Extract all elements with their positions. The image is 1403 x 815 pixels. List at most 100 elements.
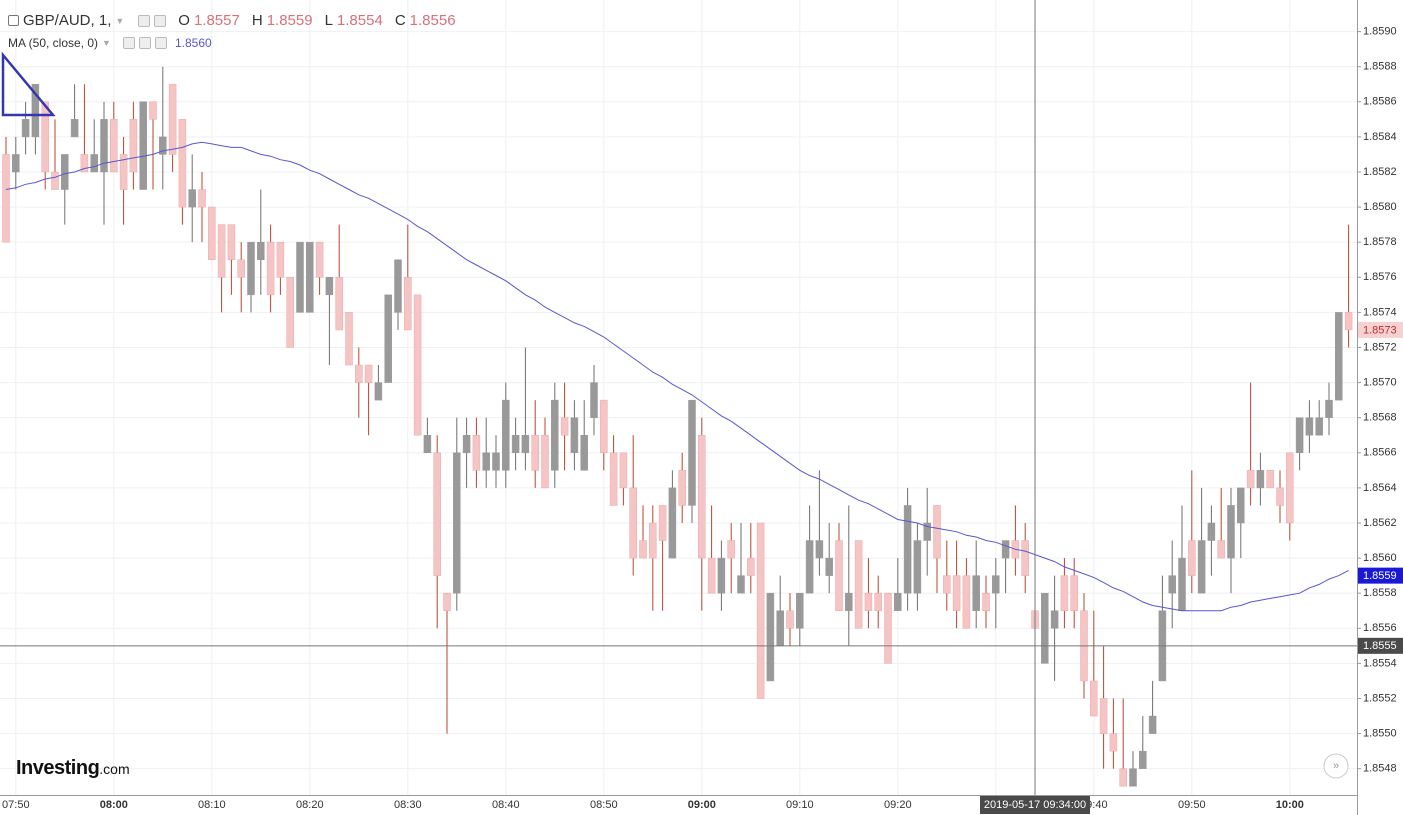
candle-body — [110, 119, 118, 173]
y-tick-label: 1.8558 — [1363, 587, 1397, 599]
x-tick-label: 08:20 — [296, 799, 324, 811]
candle-body — [511, 434, 520, 454]
last-price-tag: 1.8573 — [1363, 324, 1397, 336]
symbol-title: GBP/AUD, 1, — [23, 12, 112, 29]
candle-body — [364, 364, 373, 383]
candle-body — [100, 119, 108, 173]
y-tick-label: 1.8570 — [1363, 376, 1397, 388]
ohlc-label: H — [251, 12, 263, 29]
candle-body — [394, 259, 402, 313]
x-tick-label: 07:50 — [2, 799, 30, 811]
candle-body — [492, 452, 500, 471]
watermark-brand: Investing — [16, 757, 100, 779]
candle-body — [1344, 312, 1353, 331]
settings-icon[interactable] — [138, 37, 151, 49]
candle-body — [1050, 610, 1059, 629]
candle-body — [845, 592, 853, 611]
settings-icon[interactable] — [122, 37, 135, 49]
candle-body — [619, 452, 628, 489]
candle-body — [80, 154, 89, 173]
candle-body — [698, 434, 706, 559]
candle-body — [1070, 575, 1078, 611]
menu-caret[interactable]: ▼ — [115, 15, 125, 26]
candle-body — [756, 522, 765, 699]
candle-body — [433, 452, 441, 576]
candle-body — [580, 434, 588, 471]
watermark-suffix: .com — [99, 761, 130, 777]
ohlc-label: L — [324, 12, 333, 29]
candle-body — [1227, 505, 1235, 559]
candle-body — [325, 277, 334, 296]
y-tick-label: 1.8590 — [1363, 25, 1397, 37]
candle-body — [570, 417, 579, 454]
candle-body — [531, 434, 539, 471]
candle-body — [600, 399, 608, 454]
candle-body — [1178, 557, 1186, 611]
candle-body — [159, 136, 167, 155]
y-tick-label: 1.8580 — [1363, 201, 1397, 213]
candle-body — [168, 83, 177, 155]
candle-body — [21, 119, 30, 138]
candle-body — [815, 540, 824, 559]
candle-body — [266, 241, 275, 296]
candle-body — [61, 154, 69, 190]
collapse-button[interactable] — [8, 15, 19, 26]
candle-body — [90, 154, 98, 173]
close-icon[interactable] — [154, 37, 167, 49]
settings-icon[interactable] — [154, 14, 167, 27]
candle-body — [2, 154, 10, 243]
x-tick-label: 08:50 — [590, 799, 618, 811]
candle-body — [923, 522, 931, 541]
x-tick-label: 08:10 — [198, 799, 226, 811]
candle-body — [1335, 312, 1343, 401]
candle-body — [776, 610, 784, 647]
candle-body — [1119, 768, 1127, 787]
candle-body — [227, 224, 236, 260]
candle-body — [1237, 487, 1245, 524]
candle-body — [1129, 768, 1137, 787]
candle-body — [1139, 750, 1147, 769]
scroll-right-icon: » — [1333, 760, 1339, 772]
candle-body — [51, 171, 59, 190]
candle-body — [286, 277, 294, 348]
settings-icon[interactable] — [138, 14, 151, 27]
y-tick-label: 1.8586 — [1363, 96, 1397, 108]
y-tick-label: 1.8572 — [1363, 341, 1397, 353]
y-tick-label: 1.8556 — [1363, 622, 1397, 634]
candle-body — [688, 399, 696, 506]
candle-body — [678, 470, 686, 506]
y-tick-label: 1.8550 — [1363, 727, 1397, 739]
scroll-right-button[interactable] — [1323, 753, 1349, 779]
candle-body — [384, 294, 392, 383]
x-tick-label: 10:00 — [1276, 799, 1304, 811]
candle-body — [1266, 470, 1274, 489]
candle-body — [70, 119, 79, 138]
last-price-tag-bg — [1358, 321, 1403, 338]
candle-body — [1001, 540, 1010, 559]
candle-body — [1207, 522, 1216, 541]
candle-body — [149, 101, 157, 120]
candle-body — [747, 557, 755, 576]
y-tick-label: 1.8578 — [1363, 236, 1397, 248]
candle-body — [629, 487, 637, 559]
candle-body — [208, 206, 216, 260]
candle-body — [423, 434, 432, 454]
x-tick-label: 08:30 — [394, 799, 422, 811]
y-tick-label: 1.8582 — [1363, 166, 1397, 178]
candle-body — [649, 522, 657, 559]
candle-body — [1021, 540, 1029, 576]
candle-body — [590, 382, 598, 418]
y-tick-label: 1.8564 — [1363, 482, 1397, 494]
candle-body — [129, 119, 138, 173]
candle-body — [609, 452, 618, 506]
candle-body — [913, 540, 922, 594]
ma-price-tag: 1.8559 — [1363, 570, 1397, 582]
candle-body — [894, 592, 902, 611]
ohlc-value: 1.8557 — [193, 12, 240, 29]
candle-body — [1305, 417, 1314, 436]
menu-caret[interactable]: ▼ — [102, 38, 111, 48]
y-tick-label: 1.8554 — [1363, 657, 1397, 669]
candle-body — [805, 540, 814, 594]
candle-body — [41, 101, 49, 173]
